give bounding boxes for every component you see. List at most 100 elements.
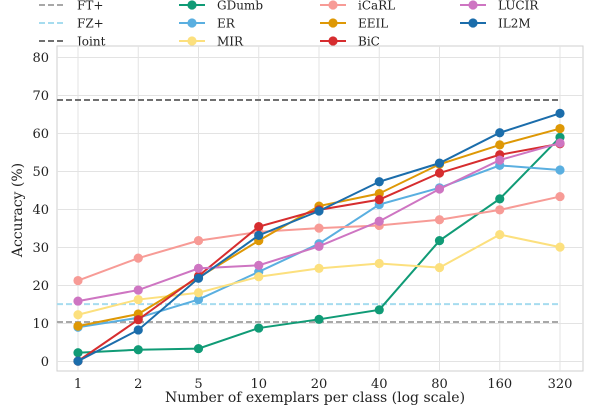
data-point <box>254 230 264 240</box>
data-point <box>434 236 445 246</box>
series-icarl <box>73 191 565 286</box>
data-point <box>133 285 143 295</box>
legend-marker <box>328 0 338 10</box>
data-point <box>434 158 445 168</box>
data-point <box>555 138 565 148</box>
data-point <box>193 294 204 305</box>
series-mir <box>73 229 565 320</box>
x-tick-label: 5 <box>194 377 202 392</box>
data-point <box>374 216 384 226</box>
x-tick-label: 20 <box>311 377 328 392</box>
legend-marker <box>187 36 197 46</box>
data-point <box>495 140 505 150</box>
data-point <box>254 272 264 282</box>
legend-marker <box>468 18 478 28</box>
data-point <box>254 323 264 333</box>
legend-label: MIR <box>217 35 244 49</box>
legend-entry-mir: MIR <box>179 35 244 49</box>
y-tick-label: 10 <box>32 317 49 332</box>
y-tick-label: 70 <box>32 89 49 104</box>
y-tick-label: 60 <box>32 127 49 142</box>
data-point <box>434 168 445 178</box>
legend-entry-joint: Joint <box>39 35 106 49</box>
data-point <box>73 321 83 331</box>
data-point <box>555 165 565 175</box>
legend-entry-il2m: IL2M <box>460 17 531 31</box>
data-point <box>314 223 324 233</box>
legend-marker <box>187 18 197 28</box>
data-point <box>133 345 143 355</box>
legend-marker <box>187 0 197 10</box>
legend: FT+ FZ+ Joint GDumb ER MIR iCaRL EEIL BiC LUCIR IL… <box>39 0 539 49</box>
data-point <box>374 195 384 205</box>
legend-marker <box>328 36 338 46</box>
data-point <box>73 296 83 306</box>
data-point <box>434 263 445 273</box>
legend-label: LUCIR <box>498 0 539 13</box>
data-point <box>434 215 445 225</box>
data-point <box>193 288 204 298</box>
series-il2m <box>73 108 565 366</box>
y-tick-label: 0 <box>41 355 49 370</box>
legend-label: GDumb <box>217 0 263 13</box>
legend-label: BiC <box>358 35 380 49</box>
legend-entry-ft: FT+ <box>39 0 103 13</box>
legend-label: iCaRL <box>358 0 395 13</box>
x-tick-label: 320 <box>548 377 573 392</box>
legend-entry-er: ER <box>179 17 236 31</box>
legend-label: Joint <box>75 35 106 49</box>
data-point <box>555 123 565 134</box>
y-tick-label: 20 <box>32 279 49 294</box>
data-point <box>193 263 204 273</box>
legend-marker <box>328 18 338 28</box>
data-point <box>495 128 505 138</box>
data-point <box>495 155 505 165</box>
legend-label: FZ+ <box>77 17 104 31</box>
data-point <box>434 184 445 194</box>
data-point <box>133 294 143 305</box>
legend-label: EEIL <box>358 17 388 31</box>
data-point <box>314 241 324 251</box>
data-point <box>193 236 204 246</box>
data-point <box>314 263 324 273</box>
data-point <box>374 258 384 269</box>
legend-marker <box>468 0 478 10</box>
x-tick-label: 2 <box>134 377 142 392</box>
legend-entry-bic: BiC <box>320 35 380 49</box>
y-tick-label: 30 <box>32 241 49 256</box>
data-point <box>314 206 324 216</box>
x-tick-label: 160 <box>487 377 512 392</box>
plot-area: 0 10 20 30 40 50 60 70 80 1 2 5 10 20 40 80 160 320 <box>32 45 584 392</box>
data-point <box>374 305 384 315</box>
legend-entry-lucir: LUCIR <box>460 0 539 13</box>
x-tick-label: 10 <box>250 377 267 392</box>
data-point <box>73 348 83 358</box>
legend-entry-fz: FZ+ <box>39 17 104 31</box>
data-point <box>555 242 565 252</box>
data-point <box>133 325 143 335</box>
data-point <box>193 343 204 354</box>
y-axis-label: Accuracy (%) <box>10 163 26 258</box>
data-point <box>495 205 505 215</box>
x-tick-label: 80 <box>431 377 448 392</box>
legend-label: ER <box>217 17 236 31</box>
data-point <box>374 177 384 187</box>
y-tick-label: 80 <box>32 51 49 66</box>
data-point <box>254 260 264 270</box>
data-point <box>73 275 83 286</box>
x-axis-label: Number of exemplars per class (log scale… <box>165 390 465 406</box>
data-point <box>133 315 143 325</box>
data-point <box>495 194 505 204</box>
data-point <box>495 229 505 240</box>
x-tick-label: 1 <box>74 377 82 392</box>
series-lucir <box>73 138 565 306</box>
legend-label: FT+ <box>77 0 103 13</box>
data-point <box>73 310 83 320</box>
data-point <box>133 253 143 263</box>
legend-entry-icarl: iCaRL <box>320 0 395 13</box>
data-point <box>555 108 565 118</box>
legend-entry-gdumb: GDumb <box>179 0 263 13</box>
legend-entry-eeil: EEIL <box>320 17 388 31</box>
legend-label: IL2M <box>498 17 531 31</box>
